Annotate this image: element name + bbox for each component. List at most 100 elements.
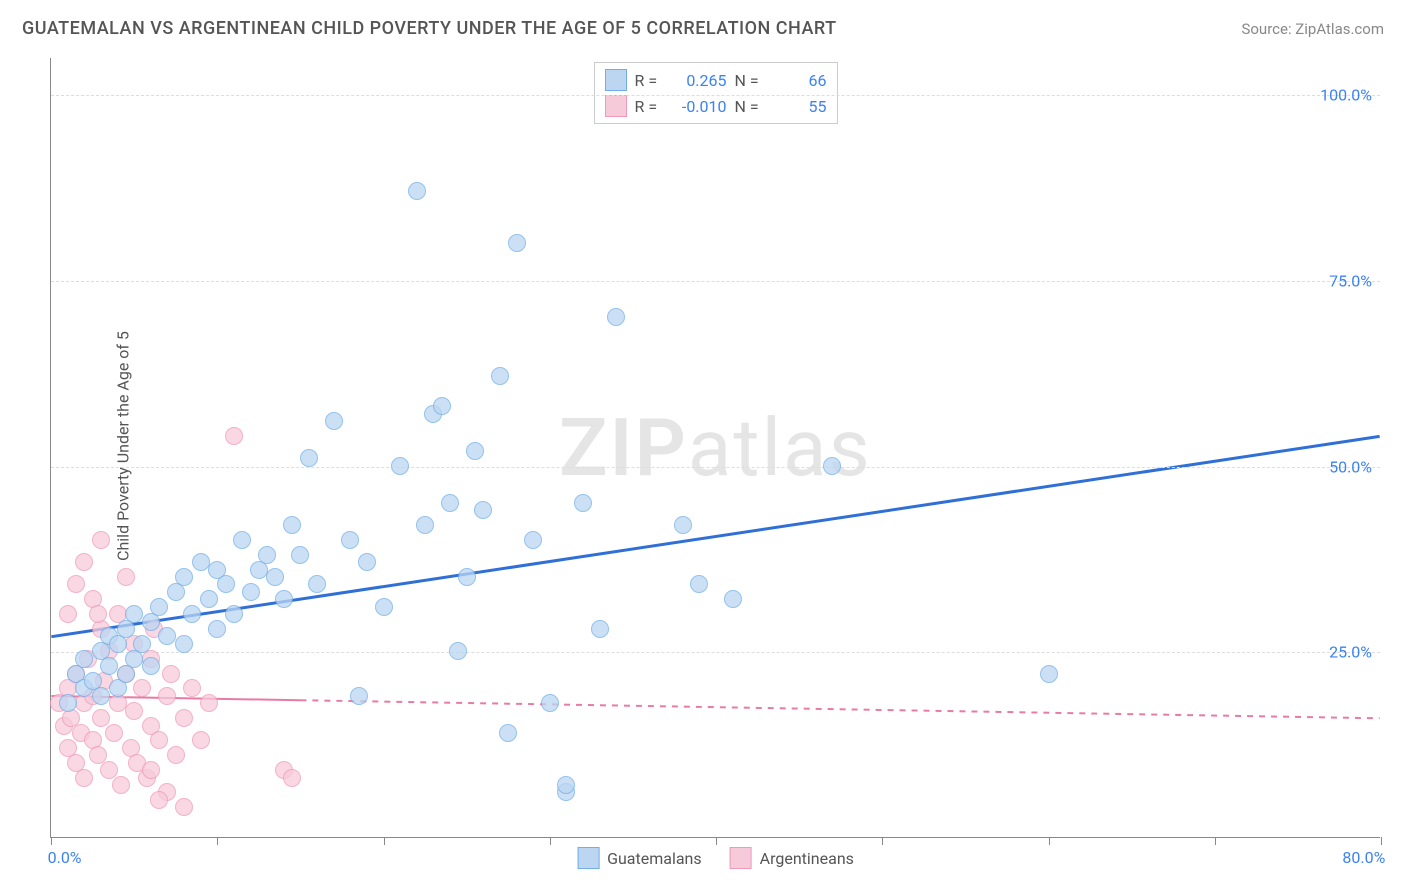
legend-stats-box: R = 0.265 N = 66 R = -0.010 N = 55 [594, 62, 838, 124]
r-label: R = [635, 71, 663, 90]
data-point-guatemalans [474, 501, 492, 519]
data-point-argentineans [117, 568, 135, 586]
data-point-argentineans [200, 694, 218, 712]
data-point-guatemalans [449, 642, 467, 660]
data-point-guatemalans [607, 308, 625, 326]
x-tick-label: 80.0% [1342, 848, 1385, 867]
data-point-guatemalans [508, 234, 526, 252]
data-point-guatemalans [133, 635, 151, 653]
data-point-guatemalans [674, 516, 692, 534]
data-point-guatemalans [242, 583, 260, 601]
x-tick-mark [882, 837, 883, 845]
swatch-argentineans-icon [730, 847, 752, 869]
data-point-argentineans [142, 761, 160, 779]
data-point-argentineans [162, 665, 180, 683]
data-point-guatemalans [225, 605, 243, 623]
y-tick-label: 25.0% [1329, 643, 1372, 662]
data-point-guatemalans [291, 546, 309, 564]
data-point-guatemalans [375, 598, 393, 616]
watermark: ZIPatlas [559, 401, 872, 495]
x-tick-mark [1215, 837, 1216, 845]
gridline-horizontal [51, 467, 1380, 468]
data-point-guatemalans [499, 724, 517, 742]
n-label: N = [735, 71, 763, 90]
data-point-guatemalans [125, 605, 143, 623]
data-point-guatemalans [574, 494, 592, 512]
n-value-guatemalans: 66 [771, 71, 827, 90]
trendline-dashed-argentineans [300, 700, 1379, 718]
data-point-guatemalans [233, 531, 251, 549]
legend-stats-row-argentineans: R = -0.010 N = 55 [605, 93, 827, 119]
trend-lines-layer [51, 58, 1380, 837]
data-point-argentineans [158, 687, 176, 705]
legend-series: Guatemalans Argentineans [577, 847, 854, 869]
data-point-guatemalans [258, 546, 276, 564]
x-tick-mark [1049, 837, 1050, 845]
legend-stats-row-guatemalans: R = 0.265 N = 66 [605, 67, 827, 93]
data-point-guatemalans [724, 590, 742, 608]
swatch-argentineans-icon [605, 95, 627, 117]
data-point-argentineans [75, 769, 93, 787]
data-point-guatemalans [208, 620, 226, 638]
x-tick-label: 0.0% [48, 848, 82, 867]
data-point-guatemalans [341, 531, 359, 549]
data-point-guatemalans [175, 635, 193, 653]
data-point-argentineans [92, 531, 110, 549]
data-point-guatemalans [541, 694, 559, 712]
data-point-argentineans [89, 605, 107, 623]
data-point-guatemalans [150, 598, 168, 616]
n-value-argentineans: 55 [771, 97, 827, 116]
data-point-argentineans [59, 605, 77, 623]
gridline-horizontal [51, 281, 1380, 282]
data-point-argentineans [283, 769, 301, 787]
watermark-bold: ZIP [559, 401, 688, 495]
data-point-argentineans [67, 575, 85, 593]
data-point-guatemalans [690, 575, 708, 593]
r-value-guatemalans: 0.265 [671, 71, 727, 90]
data-point-argentineans [92, 709, 110, 727]
y-tick-label: 75.0% [1329, 271, 1372, 290]
data-point-guatemalans [491, 367, 509, 385]
data-point-guatemalans [416, 516, 434, 534]
r-label: R = [635, 97, 663, 116]
data-point-guatemalans [275, 590, 293, 608]
data-point-guatemalans [192, 553, 210, 571]
chart-title: GUATEMALAN VS ARGENTINEAN CHILD POVERTY … [22, 18, 837, 39]
data-point-guatemalans [300, 449, 318, 467]
data-point-argentineans [225, 427, 243, 445]
r-value-argentineans: -0.010 [671, 97, 727, 116]
data-point-guatemalans [325, 412, 343, 430]
data-point-guatemalans [524, 531, 542, 549]
n-label: N = [735, 97, 763, 116]
y-tick-label: 50.0% [1329, 457, 1372, 476]
gridline-horizontal [51, 652, 1380, 653]
swatch-guatemalans-icon [605, 69, 627, 91]
legend-label-argentineans: Argentineans [760, 849, 854, 868]
data-point-guatemalans [92, 687, 110, 705]
data-point-guatemalans [183, 605, 201, 623]
data-point-guatemalans [557, 776, 575, 794]
data-point-argentineans [167, 746, 185, 764]
plot-area: ZIPatlas R = 0.265 N = 66 R = -0.010 N =… [50, 58, 1380, 838]
data-point-argentineans [150, 731, 168, 749]
data-point-guatemalans [466, 442, 484, 460]
data-point-guatemalans [59, 694, 77, 712]
x-tick-mark [716, 837, 717, 845]
data-point-guatemalans [308, 575, 326, 593]
data-point-guatemalans [358, 553, 376, 571]
gridline-horizontal [51, 95, 1380, 96]
data-point-guatemalans [408, 182, 426, 200]
x-tick-mark [217, 837, 218, 845]
data-point-guatemalans [75, 650, 93, 668]
y-tick-label: 100.0% [1320, 86, 1372, 105]
chart-container: GUATEMALAN VS ARGENTINEAN CHILD POVERTY … [0, 0, 1406, 892]
data-point-guatemalans [823, 457, 841, 475]
data-point-argentineans [133, 679, 151, 697]
x-tick-mark [550, 837, 551, 845]
data-point-guatemalans [1040, 665, 1058, 683]
source-label: Source: ZipAtlas.com [1241, 20, 1384, 38]
data-point-argentineans [192, 731, 210, 749]
swatch-guatemalans-icon [577, 847, 599, 869]
x-tick-mark [1381, 837, 1382, 845]
legend-item-guatemalans: Guatemalans [577, 847, 702, 869]
